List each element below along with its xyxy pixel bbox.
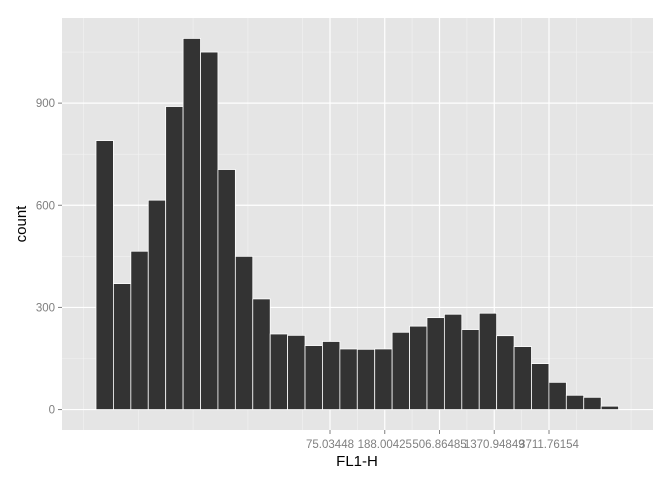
histogram-bar: [356, 348, 376, 410]
x-axis-title: FL1-H: [336, 453, 378, 470]
histogram-bar: [531, 363, 550, 410]
histogram-bar: [426, 317, 445, 410]
histogram-bar: [409, 325, 428, 410]
histogram-bar: [147, 199, 167, 410]
histogram-bar: [95, 140, 114, 410]
histogram-bar: [252, 298, 271, 410]
histogram-bar: [165, 106, 184, 410]
histogram-bar: [374, 348, 393, 410]
y-tick-label: 600: [36, 200, 55, 212]
histogram-bar: [600, 405, 619, 410]
x-tick-label: 75.03448: [306, 439, 354, 451]
histogram-bar: [583, 396, 602, 410]
histogram-bar: [200, 51, 219, 410]
histogram-bars: [95, 38, 619, 410]
histogram-bar: [234, 255, 254, 410]
y-axis-title: count: [13, 205, 30, 243]
histogram-bar: [461, 329, 480, 410]
y-tick-label: 300: [36, 302, 55, 314]
histogram-bar: [322, 341, 341, 410]
y-tick-label: 900: [36, 98, 55, 110]
x-axis: 75.03448 188.00425 506.864851370.948493711…: [306, 430, 580, 451]
histogram-bar: [304, 345, 323, 410]
histogram-bar: [269, 333, 289, 410]
histogram-bar: [130, 250, 149, 410]
histogram-bar: [513, 346, 532, 410]
histogram-bar: [113, 283, 132, 410]
histogram-bar: [496, 335, 515, 410]
x-tick-label: 3711.76154: [519, 439, 580, 451]
x-tick-label: 506.86485: [412, 439, 466, 451]
histogram-bar: [478, 312, 498, 410]
histogram-bar: [339, 348, 358, 410]
y-axis: 0 300 600 900: [36, 98, 62, 417]
x-tick-label: 1370.94849: [464, 439, 525, 451]
x-tick-label: 188.00425: [358, 439, 412, 451]
histogram-bar: [548, 381, 567, 410]
histogram-bar: [565, 394, 585, 410]
y-tick-label: 0: [49, 405, 55, 417]
histogram-bar: [182, 38, 201, 410]
histogram-bar: [443, 313, 463, 410]
histogram-bar: [391, 331, 410, 410]
histogram-bar: [217, 169, 236, 410]
histogram-bar: [287, 334, 306, 410]
